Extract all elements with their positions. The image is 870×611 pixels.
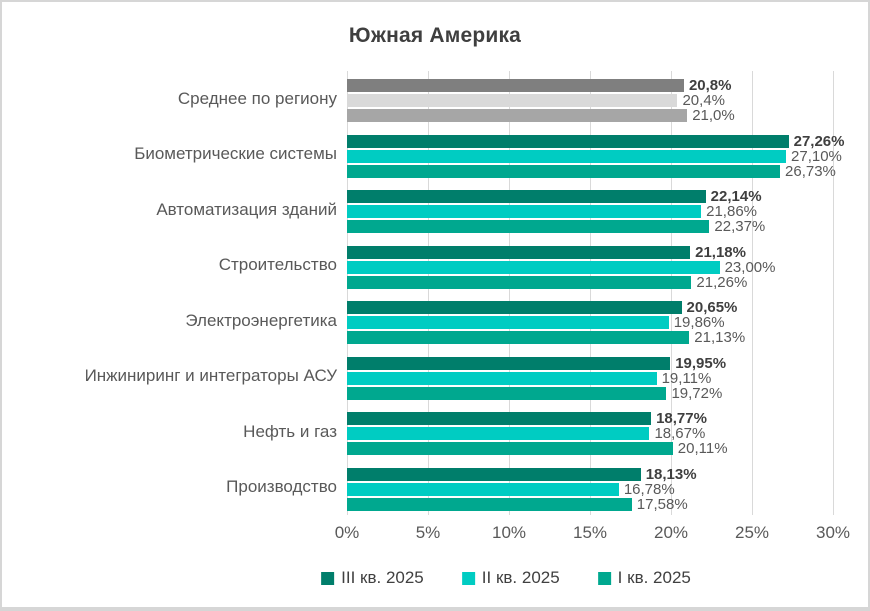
bar xyxy=(347,482,619,496)
data-label: 27,10% xyxy=(791,147,842,165)
data-label: 23,00% xyxy=(724,258,776,276)
category-label: Электроэнергетика xyxy=(185,310,337,330)
data-label: 21,86% xyxy=(706,203,757,220)
chart-title: Южная Америка xyxy=(348,24,522,47)
data-label: 22,37% xyxy=(714,218,766,235)
legend-swatch-icon xyxy=(461,571,475,585)
bar xyxy=(347,412,652,425)
data-label: 19,86% xyxy=(673,314,725,331)
legend-item: I кв. 2025 xyxy=(597,568,691,588)
bar xyxy=(347,220,710,233)
x-axis-tick-label: 20% xyxy=(653,523,689,542)
legend-label: I кв. 2025 xyxy=(617,568,691,587)
bar xyxy=(347,205,702,218)
bar xyxy=(347,134,789,148)
bar xyxy=(347,301,682,314)
category-label: Биометрические системы xyxy=(134,144,337,164)
x-axis-tick-label: 10% xyxy=(491,523,527,542)
bar xyxy=(347,467,641,481)
data-label: 20,8% xyxy=(688,77,732,94)
data-label: 20,65% xyxy=(686,299,738,316)
legend-label: III кв. 2025 xyxy=(341,568,424,587)
data-label: 19,72% xyxy=(671,384,723,402)
bar xyxy=(347,149,787,163)
data-label: 27,26% xyxy=(793,132,845,150)
x-axis-tick-label: 5% xyxy=(415,523,441,542)
bar xyxy=(347,260,720,274)
bar xyxy=(347,427,650,440)
data-label: 19,11% xyxy=(661,369,712,387)
bar xyxy=(347,316,669,329)
legend-swatch-icon xyxy=(597,571,611,585)
data-label: 18,13% xyxy=(645,465,697,483)
bar xyxy=(347,331,690,344)
category-label: Среднее по региону xyxy=(177,88,337,108)
x-axis-tick-label: 0% xyxy=(334,523,360,542)
category-label: Инжиниринг и интеграторы АСУ xyxy=(84,366,337,386)
category-label: Строительство xyxy=(218,255,337,275)
bar xyxy=(347,190,706,203)
data-label: 22,14% xyxy=(710,188,762,205)
x-axis-tick-label: 15% xyxy=(572,523,608,542)
data-label: 18,67% xyxy=(654,425,706,442)
bar xyxy=(347,356,671,370)
legend-item: III кв. 2025 xyxy=(321,568,424,588)
bar xyxy=(347,275,692,289)
data-label: 26,73% xyxy=(785,162,836,180)
legend-item: II кв. 2025 xyxy=(461,568,560,588)
category-label: Автоматизация зданий xyxy=(156,199,337,219)
x-axis-tick-label: 30% xyxy=(815,523,851,542)
category-label: Нефть и газ xyxy=(243,421,337,441)
bar xyxy=(347,94,678,107)
bar xyxy=(347,79,684,92)
data-label: 17,58% xyxy=(636,495,688,513)
data-label: 21,18% xyxy=(695,243,746,261)
legend: III кв. 2025 II кв. 2025 I кв. 2025 xyxy=(321,568,691,588)
data-label: 20,4% xyxy=(682,92,726,109)
x-axis-tick-label: 25% xyxy=(734,523,770,542)
data-label: 20,11% xyxy=(677,440,728,457)
bar xyxy=(347,371,657,385)
data-label: 21,26% xyxy=(696,273,748,291)
data-label: 18,77% xyxy=(656,410,707,427)
data-label: 21,0% xyxy=(692,107,735,124)
bar xyxy=(347,164,781,178)
bar xyxy=(347,442,673,455)
bar xyxy=(347,245,691,259)
bar xyxy=(347,386,667,400)
data-label: 21,13% xyxy=(694,329,746,346)
legend-swatch-icon xyxy=(321,571,335,585)
category-label: Производство xyxy=(226,477,337,497)
data-label: 19,95% xyxy=(675,354,727,372)
data-label: 16,78% xyxy=(623,480,675,498)
bar xyxy=(347,497,632,511)
legend-label: II кв. 2025 xyxy=(481,568,560,587)
bar xyxy=(347,109,688,122)
